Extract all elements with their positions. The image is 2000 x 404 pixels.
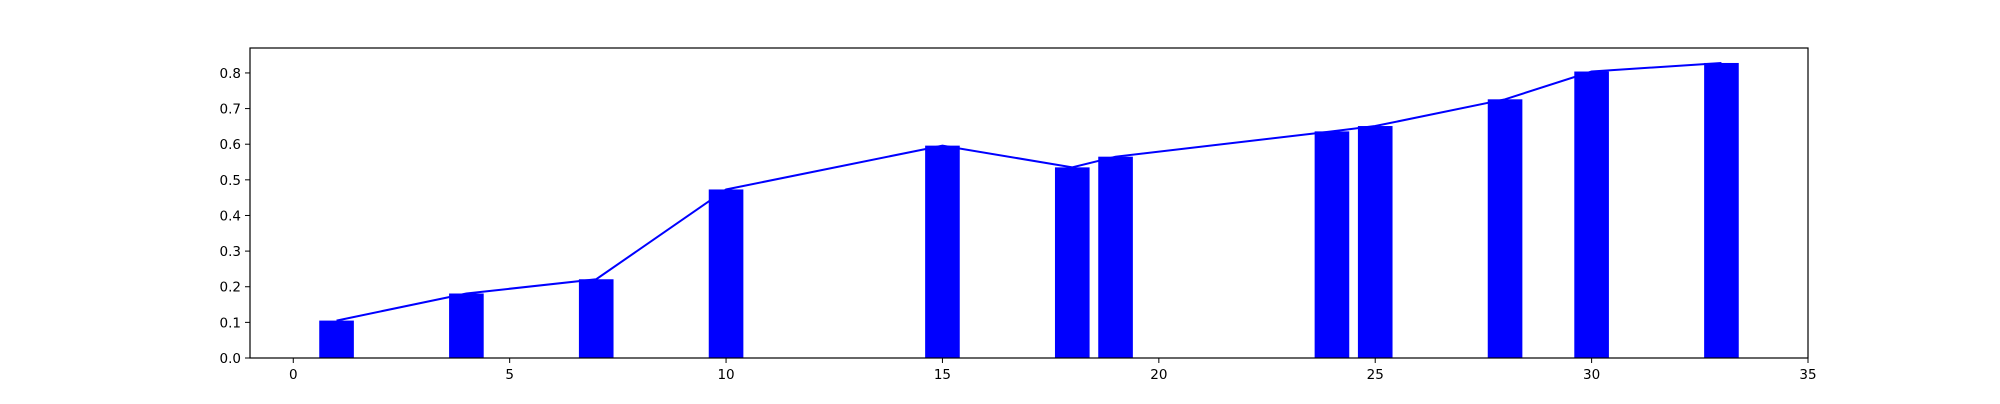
y-tick-label-3: 0.3 [220, 244, 241, 260]
y-tick-label-2: 0.2 [220, 280, 241, 296]
bar-6 [1098, 156, 1133, 358]
axes-layer: 0 5 10 15 20 25 30 35 0.0 0.1 0.2 0.3 0.4 0.5 0.6 0.7 0.… [220, 47, 1817, 383]
trend-line-layer [336, 61, 1722, 322]
bar-7 [1314, 131, 1350, 358]
y-tick-label-5: 0.5 [220, 173, 241, 189]
y-tick-label-0: 0.0 [220, 351, 241, 367]
bar-1 [449, 293, 484, 358]
x-tick-label-0: 0 [289, 367, 298, 383]
bar-2 [578, 279, 614, 358]
bar-0 [319, 320, 354, 358]
x-tick-label-2: 10 [717, 367, 734, 383]
bars-layer [319, 62, 1739, 359]
bar-10 [1574, 71, 1609, 358]
y-tick-label-8: 0.8 [220, 66, 241, 82]
plot-frame [249, 47, 1809, 359]
bar-11 [1704, 62, 1739, 359]
bar-3 [708, 189, 744, 358]
bar-5 [1054, 167, 1090, 358]
y-tick-label-4: 0.4 [220, 208, 241, 224]
bar-9 [1487, 99, 1523, 358]
x-tick-label-7: 35 [1799, 367, 1816, 383]
x-tick-label-4: 20 [1150, 367, 1167, 383]
y-tick-label-6: 0.6 [220, 137, 241, 153]
x-tick-label-5: 25 [1367, 367, 1384, 383]
bar-4 [925, 145, 960, 358]
x-tick-label-6: 30 [1583, 367, 1600, 383]
bar-8 [1357, 126, 1393, 358]
trend-line [336, 61, 1722, 322]
y-tick-label-7: 0.7 [220, 102, 241, 118]
x-tick-label-3: 15 [934, 367, 951, 383]
y-tick-label-1: 0.1 [220, 315, 241, 331]
x-tick-label-1: 5 [505, 367, 514, 383]
